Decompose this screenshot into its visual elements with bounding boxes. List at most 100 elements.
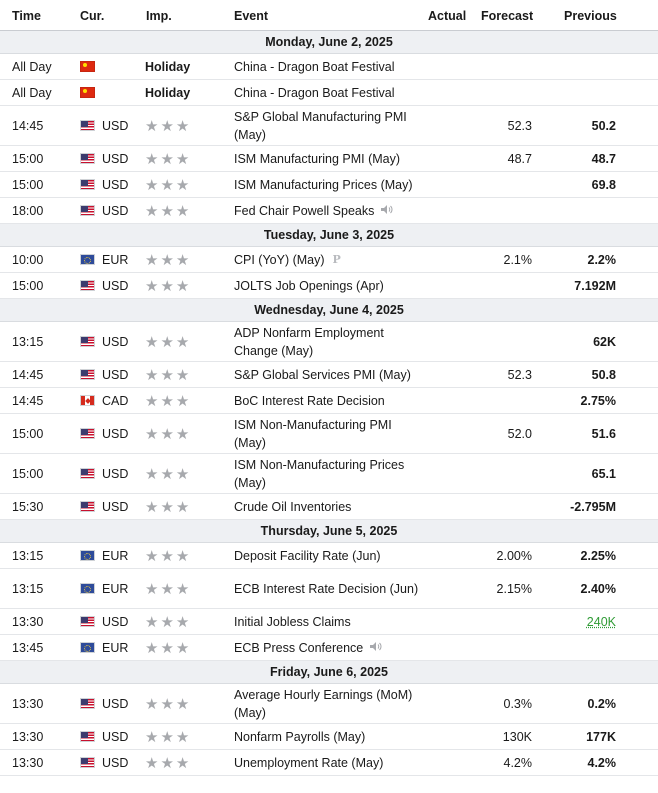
header-time[interactable]: Time <box>12 9 41 23</box>
flag-us-image <box>80 179 95 190</box>
header-previous[interactable]: Previous <box>564 9 617 23</box>
event-name[interactable]: ECB Interest Rate Decision (Jun) <box>234 569 420 608</box>
event-name-text[interactable]: ISM Manufacturing PMI (May) <box>234 151 401 166</box>
event-row[interactable]: 13:15 USD ★★★ ADP Nonfarm Employment Change… <box>0 322 658 362</box>
event-name[interactable]: Crude Oil Inventories <box>234 494 420 519</box>
event-row[interactable]: 15:00 USD ★★★ ISM Non-Manufacturing PMI (Ma… <box>0 414 658 454</box>
event-name-text[interactable]: BoC Interest Rate Decision <box>234 393 385 408</box>
flag-us-icon <box>80 273 95 298</box>
day-label: Wednesday, June 4, 2025 <box>254 303 404 317</box>
event-name[interactable]: Unemployment Rate (May) <box>234 750 420 775</box>
event-name[interactable]: Deposit Facility Rate (Jun) <box>234 543 420 568</box>
event-name-text[interactable]: ISM Non-Manufacturing PMI (May) <box>234 417 392 450</box>
event-row[interactable]: 13:15 EUR ★★★ Deposit Facility Rate (Jun) 2.… <box>0 543 658 569</box>
event-name-text[interactable]: CPI (YoY) (May) <box>234 252 325 267</box>
flag-eu-icon <box>80 635 95 660</box>
event-time: 15:00 <box>12 466 44 481</box>
event-name[interactable]: BoC Interest Rate Decision <box>234 388 420 413</box>
event-name[interactable]: S&P Global Services PMI (May) <box>234 362 420 387</box>
flag-us-image <box>80 616 95 627</box>
event-name-text[interactable]: ECB Press Conference <box>234 640 364 655</box>
event-currency: USD <box>102 367 129 382</box>
event-name-text[interactable]: Deposit Facility Rate (Jun) <box>234 548 381 563</box>
flag-eu-image <box>80 254 95 265</box>
event-name[interactable]: China - Dragon Boat Festival <box>234 54 420 79</box>
event-row[interactable]: 15:00 USD ★★★ ISM Manufacturing Prices (May… <box>0 172 658 198</box>
event-name[interactable]: Average Hourly Earnings (MoM) (May) <box>234 684 420 723</box>
holiday-label: Holiday <box>145 85 191 100</box>
header-actual[interactable]: Actual <box>428 9 467 23</box>
event-name-text[interactable]: Nonfarm Payrolls (May) <box>234 729 366 744</box>
event-name-text[interactable]: ISM Manufacturing Prices (May) <box>234 177 413 192</box>
event-previous[interactable]: 240K <box>586 614 616 629</box>
event-name[interactable]: ISM Manufacturing PMI (May) <box>234 146 420 171</box>
event-time: 15:00 <box>12 177 44 192</box>
day-header: Tuesday, June 3, 2025 <box>0 224 658 247</box>
event-name-text[interactable]: China - Dragon Boat Festival <box>234 59 395 74</box>
event-row[interactable]: 13:30 USD ★★★ Initial Jobless Claims 240K <box>0 609 658 635</box>
header-event[interactable]: Event <box>234 9 269 23</box>
header-currency[interactable]: Cur. <box>80 9 105 23</box>
event-name-text[interactable]: ADP Nonfarm Employment Change (May) <box>234 325 384 358</box>
event-row[interactable]: 15:30 USD ★★★ Crude Oil Inventories -2.795M <box>0 494 658 520</box>
event-row[interactable]: 13:30 USD ★★★ Nonfarm Payrolls (May) 130K 177… <box>0 724 658 750</box>
event-time: 14:45 <box>12 367 44 382</box>
event-time: 13:30 <box>12 755 44 770</box>
event-row[interactable]: 18:00 USD ★★★ Fed Chair Powell Speaks <box>0 198 658 224</box>
event-row[interactable]: All Day Holiday China - Dragon Boat Festiv… <box>0 80 658 106</box>
event-row[interactable]: All Day Holiday China - Dragon Boat Festiv… <box>0 54 658 80</box>
event-name-text[interactable]: JOLTS Job Openings (Apr) <box>234 278 384 293</box>
event-row[interactable]: 14:45 CAD ★★★ BoC Interest Rate Decision 2.7… <box>0 388 658 414</box>
event-name-text[interactable]: S&P Global Manufacturing PMI (May) <box>234 109 407 142</box>
event-name[interactable]: ISM Manufacturing Prices (May) <box>234 172 420 197</box>
event-row[interactable]: 13:30 USD ★★★ Unemployment Rate (May) 4.2% 4.… <box>0 750 658 776</box>
event-name[interactable]: JOLTS Job Openings (Apr) <box>234 273 420 298</box>
importance-stars-icon: ★★★ <box>145 333 192 351</box>
event-name-text[interactable]: Crude Oil Inventories <box>234 499 352 514</box>
event-currency: USD <box>102 151 129 166</box>
event-name[interactable]: Nonfarm Payrolls (May) <box>234 724 420 749</box>
event-name[interactable]: S&P Global Manufacturing PMI (May) <box>234 106 420 145</box>
event-forecast: 0.3% <box>503 696 533 711</box>
event-previous: 0.2% <box>587 696 617 711</box>
event-name[interactable]: ADP Nonfarm Employment Change (May) <box>234 322 420 361</box>
event-row[interactable]: 10:00 EUR ★★★ CPI (YoY) (May) P 2.1% 2.2% <box>0 247 658 273</box>
event-name[interactable]: Initial Jobless Claims <box>234 609 420 634</box>
event-row[interactable]: 13:45 EUR ★★★ ECB Press Conference <box>0 635 658 661</box>
event-name-text[interactable]: ECB Interest Rate Decision (Jun) <box>234 581 419 596</box>
flag-us-image <box>80 428 95 439</box>
event-previous: 48.7 <box>591 151 616 166</box>
event-name[interactable]: China - Dragon Boat Festival <box>234 80 420 105</box>
event-previous: 2.75% <box>580 393 616 408</box>
header-importance[interactable]: Imp. <box>146 9 172 23</box>
event-name-text[interactable]: China - Dragon Boat Festival <box>234 85 395 100</box>
flag-cn-image <box>80 87 95 98</box>
event-name-text[interactable]: Fed Chair Powell Speaks <box>234 203 375 218</box>
event-name[interactable]: CPI (YoY) (May) P <box>234 247 420 272</box>
event-name[interactable]: ISM Non-Manufacturing PMI (May) <box>234 414 420 453</box>
event-name-text[interactable]: S&P Global Services PMI (May) <box>234 367 411 382</box>
event-row[interactable]: 15:00 USD ★★★ JOLTS Job Openings (Apr) 7.192… <box>0 273 658 299</box>
event-name[interactable]: ECB Press Conference <box>234 635 420 660</box>
flag-cn-icon <box>80 80 95 105</box>
event-currency: EUR <box>102 640 129 655</box>
event-currency: USD <box>102 278 129 293</box>
event-name-text[interactable]: Initial Jobless Claims <box>234 614 351 629</box>
event-currency: USD <box>102 177 129 192</box>
event-row[interactable]: 13:15 EUR ★★★ ECB Interest Rate Decision (J… <box>0 569 658 609</box>
event-row[interactable]: 13:30 USD ★★★ Average Hourly Earnings (MoM)… <box>0 684 658 724</box>
event-currency: USD <box>102 614 129 629</box>
event-row[interactable]: 14:45 USD ★★★ S&P Global Services PMI (May)… <box>0 362 658 388</box>
event-row[interactable]: 15:00 USD ★★★ ISM Manufacturing PMI (May) 48… <box>0 146 658 172</box>
event-name[interactable]: ISM Non-Manufacturing Prices (May) <box>234 454 420 493</box>
event-name[interactable]: Fed Chair Powell Speaks <box>234 198 420 223</box>
event-previous: 50.2 <box>591 118 616 133</box>
event-name-text[interactable]: ISM Non-Manufacturing Prices (May) <box>234 457 405 490</box>
flag-us-image <box>80 153 95 164</box>
flag-us-icon <box>80 322 95 361</box>
event-name-text[interactable]: Average Hourly Earnings (MoM) (May) <box>234 687 413 720</box>
event-name-text[interactable]: Unemployment Rate (May) <box>234 755 384 770</box>
header-forecast[interactable]: Forecast <box>481 9 534 23</box>
event-row[interactable]: 15:00 USD ★★★ ISM Non-Manufacturing Prices … <box>0 454 658 494</box>
event-row[interactable]: 14:45 USD ★★★ S&P Global Manufacturing PMI … <box>0 106 658 146</box>
